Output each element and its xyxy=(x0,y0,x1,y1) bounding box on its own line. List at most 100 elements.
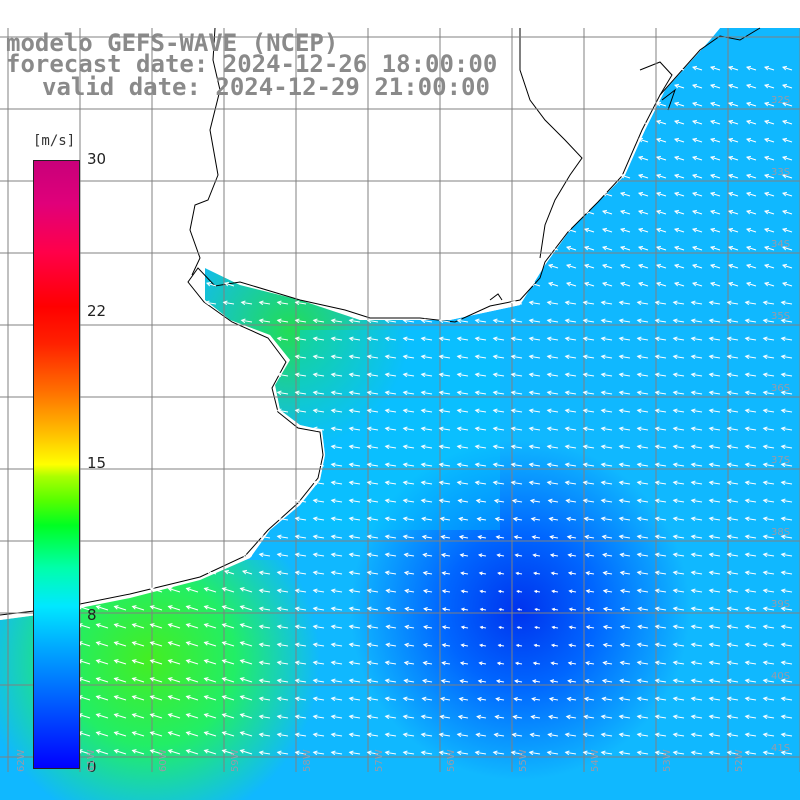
wind-arrow xyxy=(313,625,325,629)
wind-arrow xyxy=(222,641,235,647)
wind-arrow xyxy=(728,138,739,143)
wind-arrow-head xyxy=(620,624,625,630)
wind-arrow-head xyxy=(637,155,644,161)
wind-arrow xyxy=(782,138,793,143)
wind-arrow xyxy=(746,282,757,287)
wind-arrow xyxy=(709,643,721,647)
wind-arrow-head xyxy=(258,750,264,756)
wind-arrow xyxy=(475,337,487,341)
wind-arrow-head xyxy=(672,624,678,630)
wind-arrow xyxy=(638,174,649,179)
wind-arrow-head xyxy=(366,426,372,432)
wind-arrow-head xyxy=(727,263,734,269)
wind-arrow xyxy=(421,751,433,755)
wind-arrow xyxy=(439,391,451,395)
wind-arrow xyxy=(727,319,739,323)
wind-arrow xyxy=(529,301,541,305)
wind-arrow-head xyxy=(477,679,483,684)
wind-arrow-head xyxy=(149,695,155,700)
wind-arrow xyxy=(367,373,379,377)
wind-arrow xyxy=(457,733,469,737)
wind-arrow-head xyxy=(330,660,336,666)
wind-arrow xyxy=(96,605,109,611)
wind-arrow xyxy=(222,749,235,755)
wind-arrow-head xyxy=(474,354,480,360)
wind-arrow xyxy=(331,409,343,413)
wind-arrow xyxy=(96,695,109,701)
wind-arrow xyxy=(727,607,739,611)
wind-arrow xyxy=(331,481,343,485)
wind-arrow-head xyxy=(366,480,372,486)
wind-arrow xyxy=(204,713,217,719)
wind-arrow xyxy=(511,481,523,485)
wind-arrow xyxy=(150,731,163,737)
wind-arrow-head xyxy=(709,209,716,215)
wind-arrow-head xyxy=(744,354,750,360)
wind-arrow xyxy=(421,463,433,467)
wind-arrow xyxy=(709,571,721,575)
wind-arrow-head xyxy=(510,336,516,342)
wind-arrow-head xyxy=(762,732,768,738)
wind-arrow xyxy=(673,373,685,377)
wind-arrow-head xyxy=(672,300,678,306)
wind-arrow-head xyxy=(348,588,354,594)
wind-arrow-head xyxy=(727,281,734,287)
wind-arrow xyxy=(168,677,181,683)
wind-arrow xyxy=(386,643,397,647)
wind-arrow-head xyxy=(691,263,698,269)
wind-arrow-head xyxy=(240,552,246,558)
wind-arrow-head xyxy=(654,696,660,702)
wind-arrow-head xyxy=(636,444,642,450)
wind-arrow xyxy=(475,481,487,485)
wind-arrow-head xyxy=(528,462,534,468)
wind-arrow-head xyxy=(564,336,570,342)
wind-arrow xyxy=(403,697,415,701)
wind-arrow-head xyxy=(330,732,336,738)
wind-arrow-head xyxy=(637,137,644,143)
wind-arrow-head xyxy=(727,245,734,251)
wind-arrow-head xyxy=(516,589,520,594)
title-valid-date: valid date: 2024-12-29 21:00:00 xyxy=(42,73,490,101)
wind-arrow xyxy=(459,536,469,539)
wind-arrow-head xyxy=(441,571,447,576)
wind-arrow xyxy=(529,391,541,395)
wind-arrow-head xyxy=(636,498,642,504)
wind-arrow-head xyxy=(582,300,588,306)
wind-arrow xyxy=(585,680,595,683)
wind-arrow xyxy=(763,589,775,593)
wind-arrow-head xyxy=(654,732,660,738)
wind-arrow-head xyxy=(95,623,101,628)
wind-arrow xyxy=(385,517,397,521)
wind-arrow xyxy=(259,625,271,629)
wind-arrow-head xyxy=(600,732,606,738)
wind-arrow-head xyxy=(618,750,624,756)
wind-arrow-head xyxy=(422,570,428,576)
wind-arrow-head xyxy=(402,714,408,720)
wind-arrow xyxy=(168,749,181,755)
wind-arrow xyxy=(385,319,397,323)
wind-arrow xyxy=(404,679,415,683)
wind-arrow-head xyxy=(567,571,573,576)
wind-arrow-head xyxy=(745,263,752,269)
wind-arrow-head xyxy=(745,101,752,107)
wind-arrow xyxy=(367,607,379,611)
wind-arrow-head xyxy=(780,372,786,378)
wind-arrow-head xyxy=(780,570,786,576)
wind-arrow-head xyxy=(691,191,698,197)
wind-arrow-head xyxy=(762,624,768,630)
wind-arrow xyxy=(460,680,469,683)
wind-arrow xyxy=(781,589,793,593)
wind-arrow xyxy=(512,733,523,737)
wind-arrow xyxy=(530,500,541,503)
wind-arrow-head xyxy=(167,641,173,646)
wind-arrow xyxy=(674,282,685,287)
wind-arrow-head xyxy=(131,695,137,700)
wind-arrow xyxy=(727,661,739,665)
wind-arrow-head xyxy=(691,245,698,251)
wind-arrow-head xyxy=(672,606,678,612)
wind-arrow-head xyxy=(510,390,516,396)
wind-arrow-head xyxy=(583,227,590,233)
wind-arrow xyxy=(78,713,91,719)
wind-arrow xyxy=(602,210,613,215)
wind-arrow xyxy=(222,713,235,719)
